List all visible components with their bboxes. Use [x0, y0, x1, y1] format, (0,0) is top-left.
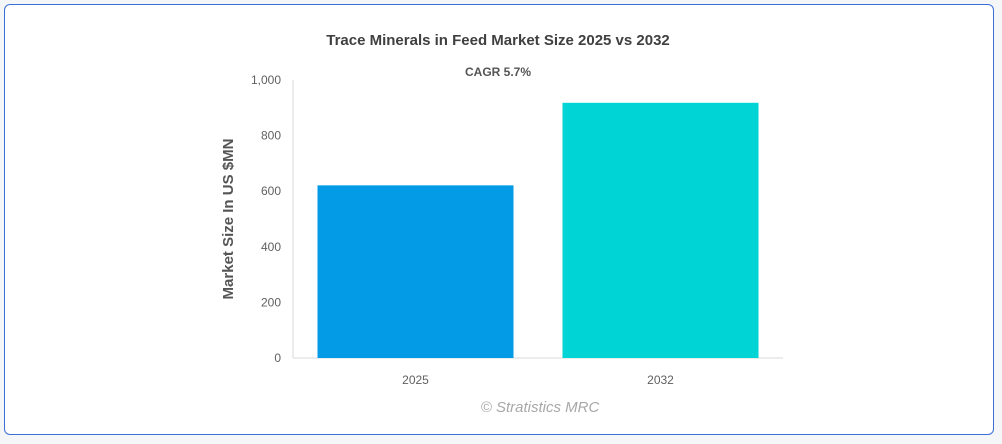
chart-subtitle: CAGR 5.7%: [465, 65, 531, 79]
y-tick-label: 400: [261, 240, 281, 254]
y-tick-label: 200: [261, 295, 281, 309]
y-tick-label: 0: [274, 351, 281, 365]
y-tick-label: 600: [261, 184, 281, 198]
y-tick-label: 800: [261, 129, 281, 143]
y-axis-ticks: 0 200 400 600 800 1,000: [251, 73, 281, 365]
chart-title: Trace Minerals in Feed Market Size 2025 …: [326, 32, 670, 49]
y-tick-label: 1,000: [251, 73, 281, 87]
bar-2025: [317, 185, 514, 358]
bars: [317, 102, 759, 359]
y-axis-label: Market Size In US $MN: [220, 139, 237, 300]
watermark: © Stratistics MRC: [481, 399, 600, 416]
bar-2032: [562, 102, 759, 359]
x-axis-ticks: 2025 2032: [402, 373, 674, 387]
x-tick-label: 2025: [402, 373, 429, 387]
x-tick-label: 2032: [647, 373, 674, 387]
